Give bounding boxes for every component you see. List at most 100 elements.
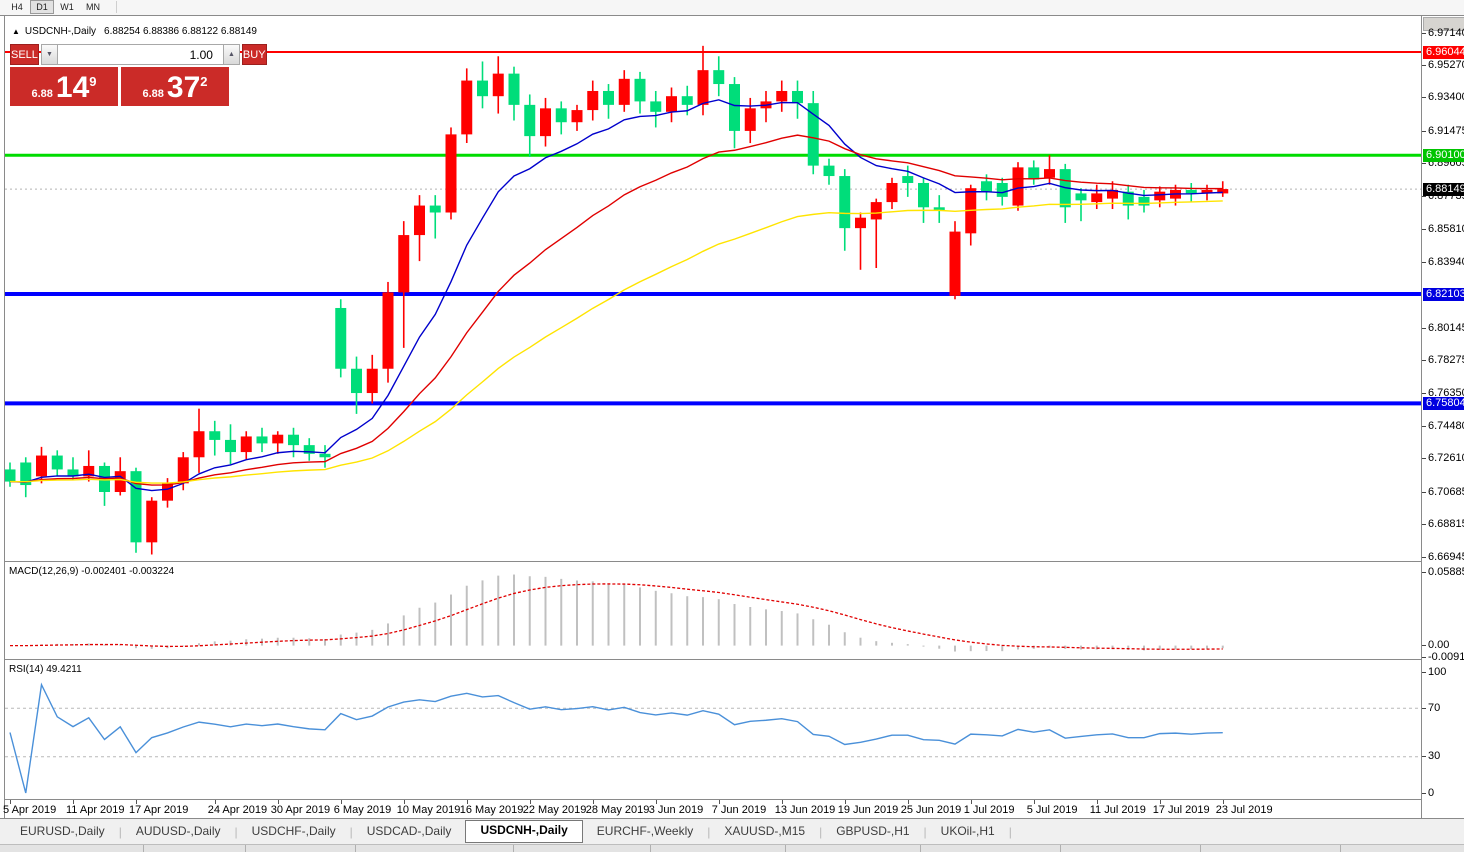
chart-ohlc-values: 6.88254 6.88386 6.88122 6.88149	[104, 26, 257, 37]
date-tick-mark	[1096, 800, 1098, 804]
window-border-top	[0, 15, 1464, 16]
price-tick-mark	[1422, 524, 1426, 526]
status-strip-divider	[1340, 845, 1341, 852]
main-chart-plot[interactable]	[5, 16, 1421, 561]
macd-indicator-plot[interactable]	[5, 563, 1421, 659]
level-price-label: 6.88149	[1423, 182, 1464, 196]
axis-top-block	[1423, 17, 1464, 31]
window-border-left	[4, 15, 5, 818]
macd-rsi-separator[interactable]	[5, 659, 1421, 660]
price-tick-label: 6.95270	[1428, 58, 1464, 71]
timeframe-mn-button[interactable]: MN	[86, 2, 100, 12]
date-tick-mark	[1159, 800, 1161, 804]
tab-usdchf-daily[interactable]: USDCHF-,Daily	[251, 824, 336, 838]
status-strip-divider	[920, 845, 921, 852]
price-tick-mark	[1422, 64, 1426, 66]
rsi-indicator-plot[interactable]	[5, 661, 1421, 799]
date-tick-mark	[970, 800, 972, 804]
timeframe-h4-button[interactable]: H4	[11, 2, 23, 12]
sell-button[interactable]: SELL	[10, 44, 39, 65]
macd-axis-label: -0.009116	[1428, 650, 1464, 663]
volume-input[interactable]	[57, 44, 223, 65]
volume-decrease-button[interactable]: ▼	[40, 44, 58, 65]
tab-usdcnh-daily[interactable]: USDCNH-,Daily	[465, 820, 583, 843]
date-axis[interactable]: 5 Apr 2019 11 Apr 2019 17 Apr 2019 24 Apr 2…	[3, 800, 1421, 818]
toolbar-separator	[116, 1, 117, 13]
tab-audusd-daily[interactable]: AUDUSD-,Daily	[135, 824, 221, 838]
date-tick-mark	[10, 800, 11, 804]
tab-usdcad-daily[interactable]: USDCAD-,Daily	[366, 824, 452, 838]
price-tick-mark	[1422, 327, 1426, 329]
rsi-axis-label: 70	[1428, 701, 1441, 714]
timeframe-w1-button[interactable]: W1	[60, 2, 74, 12]
macd-tick-mark	[1422, 571, 1426, 573]
date-tick-label: 11 Apr 2019	[66, 804, 125, 816]
date-tick-mark	[403, 800, 405, 804]
date-tick-mark	[214, 800, 216, 804]
chart-header: ▲ USDCNH-,Daily 6.88254 6.88386 6.88122 6.…	[12, 26, 257, 39]
date-tick-mark	[1222, 800, 1224, 804]
price-axis[interactable]: 6.97140 6.95270 6.93400 6.91475 6.89605 6.877…	[1422, 16, 1464, 818]
buy-button[interactable]: BUY	[241, 44, 267, 65]
date-tick-label: 10 May 2019	[396, 804, 461, 816]
buy-price-display[interactable]: 6.88 37 2	[121, 67, 229, 106]
tab-separator: |	[819, 824, 823, 839]
sell-price-display[interactable]: 6.88 14 9	[10, 67, 118, 106]
status-strip-divider	[513, 845, 514, 852]
level-price-label: 6.75804	[1423, 396, 1464, 410]
tab-gbpusd-h1[interactable]: GBPUSD-,H1	[836, 824, 910, 838]
macd-tick-mark	[1422, 656, 1426, 658]
tab-eurchf-weekly[interactable]: EURCHF-,Weekly	[596, 824, 694, 838]
date-tick-label: 16 May 2019	[459, 804, 524, 816]
date-tick-label: 24 Apr 2019	[207, 804, 268, 816]
tab-separator: |	[118, 824, 122, 839]
sell-price-small: 6.88	[31, 88, 53, 100]
status-strip-divider	[245, 845, 246, 852]
volume-increase-button[interactable]: ▲	[222, 44, 240, 65]
rsi-axis-label: 30	[1428, 750, 1441, 763]
date-tick-label: 5 Jul 2019	[1026, 804, 1078, 816]
tab-separator: |	[923, 824, 927, 839]
date-tick-label: 3 Jun 2019	[648, 804, 704, 816]
macd-label: MACD(12,26,9) -0.002401 -0.003224	[9, 566, 175, 577]
date-tick-label: 17 Apr 2019	[129, 804, 189, 816]
rsi-axis-label: 100	[1428, 665, 1447, 678]
status-strip-divider	[143, 845, 144, 852]
tab-eurusd-daily[interactable]: EURUSD-,Daily	[20, 824, 105, 838]
date-tick-mark	[907, 800, 909, 804]
price-tick-mark	[1422, 359, 1426, 361]
price-tick-label: 6.78275	[1428, 353, 1464, 366]
sell-price-big: 14	[55, 71, 90, 104]
buy-price-sup: 2	[200, 74, 208, 89]
date-tick-label: 23 Jul 2019	[1215, 804, 1273, 816]
date-tick-mark	[136, 800, 137, 804]
rsi-tick-mark	[1422, 792, 1426, 794]
tab-ukoil-h1[interactable]: UKOil-,H1	[940, 824, 995, 838]
tab-xauusd-m15[interactable]: XAUUSD-,M15	[724, 824, 806, 838]
price-tick-label: 6.91475	[1428, 124, 1464, 137]
date-tick-label: 5 Apr 2019	[3, 804, 57, 816]
date-tick-label: 19 Jun 2019	[837, 804, 899, 816]
price-tick-label: 6.66945	[1428, 550, 1464, 563]
status-strip-divider	[1200, 845, 1201, 852]
rsi-dateaxis-separator	[5, 799, 1421, 800]
timeframe-d1-button[interactable]: D1	[30, 0, 54, 14]
date-tick-label: 22 May 2019	[522, 804, 587, 816]
collapse-panel-icon[interactable]: ▲	[12, 27, 20, 36]
macd-axis-label: 0.00	[1428, 639, 1450, 652]
date-tick-label: 13 Jun 2019	[774, 804, 836, 816]
date-tick-mark	[466, 800, 468, 804]
price-tick-mark	[1422, 425, 1426, 427]
chart-symbol-label: USDCNH-,Daily	[24, 26, 97, 37]
timeframe-toolbar: H4 D1 W1 MN	[0, 0, 1464, 16]
price-tick-mark	[1422, 163, 1426, 165]
price-tick-label: 6.74480	[1428, 419, 1464, 432]
bottom-status-strip	[0, 844, 1464, 852]
price-tick-mark	[1422, 97, 1426, 99]
window-border-bottom	[0, 818, 1464, 819]
price-axis-border	[1421, 16, 1422, 818]
main-macd-separator[interactable]	[5, 561, 1421, 562]
date-tick-label: 1 Jul 2019	[963, 804, 1015, 816]
price-tick-label: 6.68815	[1428, 518, 1464, 531]
